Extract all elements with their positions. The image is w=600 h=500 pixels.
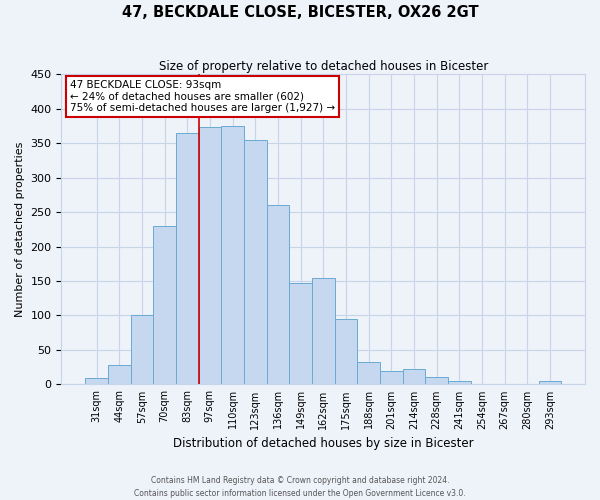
Title: Size of property relative to detached houses in Bicester: Size of property relative to detached ho…	[158, 60, 488, 73]
Bar	[108, 365, 131, 384]
Bar	[448, 381, 470, 384]
Bar	[153, 226, 176, 384]
Bar	[357, 362, 380, 384]
X-axis label: Distribution of detached houses by size in Bicester: Distribution of detached houses by size …	[173, 437, 473, 450]
Bar	[312, 278, 335, 384]
Bar	[131, 316, 153, 384]
Text: 47, BECKDALE CLOSE, BICESTER, OX26 2GT: 47, BECKDALE CLOSE, BICESTER, OX26 2GT	[122, 5, 478, 20]
Text: Contains HM Land Registry data © Crown copyright and database right 2024.
Contai: Contains HM Land Registry data © Crown c…	[134, 476, 466, 498]
Bar	[244, 140, 266, 384]
Bar	[425, 377, 448, 384]
Bar	[403, 370, 425, 384]
Bar	[335, 319, 357, 384]
Bar	[176, 133, 199, 384]
Bar	[221, 126, 244, 384]
Bar	[85, 378, 108, 384]
Bar	[266, 205, 289, 384]
Text: 47 BECKDALE CLOSE: 93sqm
← 24% of detached houses are smaller (602)
75% of semi-: 47 BECKDALE CLOSE: 93sqm ← 24% of detach…	[70, 80, 335, 113]
Y-axis label: Number of detached properties: Number of detached properties	[15, 142, 25, 317]
Bar	[199, 128, 221, 384]
Bar	[380, 370, 403, 384]
Bar	[289, 283, 312, 384]
Bar	[539, 381, 561, 384]
